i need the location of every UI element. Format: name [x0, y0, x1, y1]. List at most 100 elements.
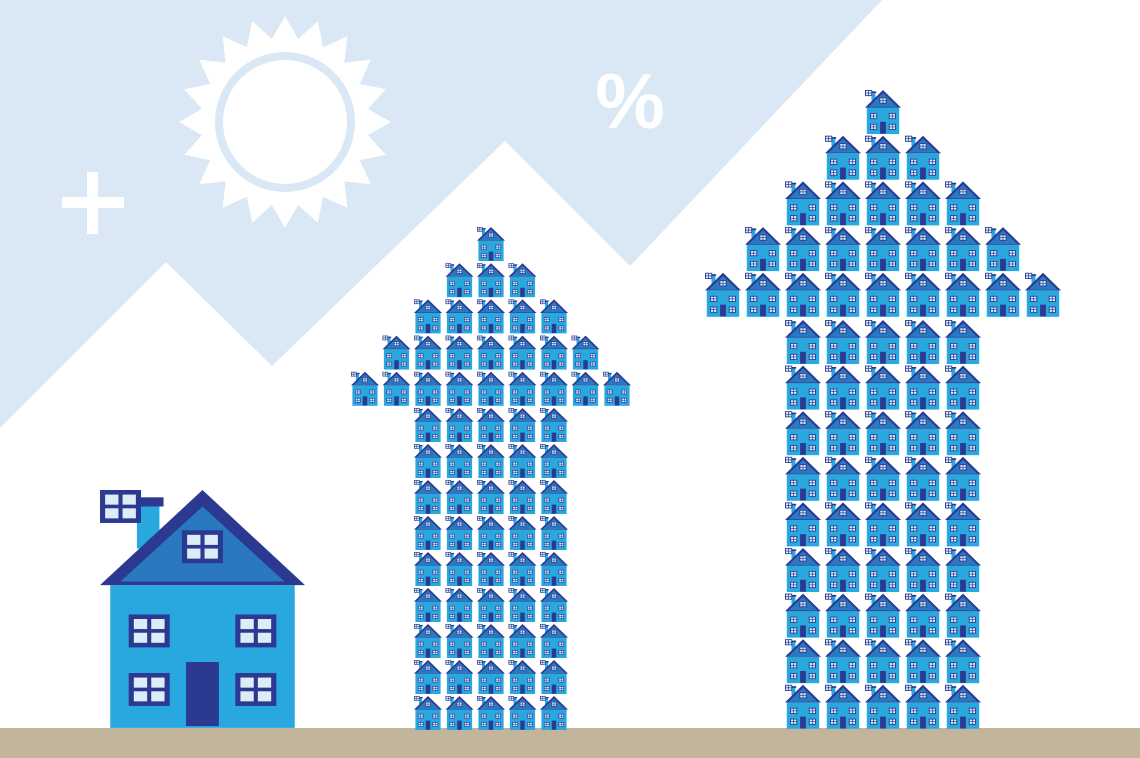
house-icon: [945, 685, 981, 729]
house-icon: [540, 552, 568, 586]
house-icon: [785, 366, 821, 410]
house-icon: [865, 548, 901, 592]
house-icon: [745, 273, 781, 317]
plus-icon: [62, 172, 124, 234]
house-icon: [509, 624, 537, 658]
house-icon: [540, 336, 568, 370]
house-icon: [509, 299, 537, 333]
house-icon: [446, 516, 474, 550]
house-icon: [865, 685, 901, 729]
house-icon: [785, 639, 821, 683]
house-icon: [905, 181, 941, 225]
house-icon: [985, 273, 1021, 317]
sky-mountains: [0, 0, 882, 428]
house-icon: [414, 336, 442, 370]
house-icon: [865, 594, 901, 638]
house-icon: [414, 408, 442, 442]
house-icon: [745, 227, 781, 271]
house-icon: [905, 320, 941, 364]
house-icon: [603, 372, 631, 406]
house-icon: [477, 372, 505, 406]
house-icon: [945, 639, 981, 683]
house-icon: [477, 480, 505, 514]
house-icon: [945, 594, 981, 638]
house-icon: [945, 320, 981, 364]
house-icon: [383, 372, 411, 406]
house-icon: [785, 685, 821, 729]
house-icon: [477, 624, 505, 658]
house-icon: [825, 502, 861, 546]
house-icon: [509, 660, 537, 694]
house-icon: [446, 299, 474, 333]
house-icon: [865, 136, 901, 180]
sun-icon: [179, 16, 391, 228]
house-icon: [945, 273, 981, 317]
house-icon: [785, 502, 821, 546]
house-icon: [509, 408, 537, 442]
house-icon: [540, 444, 568, 478]
house-icon: [825, 136, 861, 180]
house-icon: [945, 181, 981, 225]
house-icon: [825, 227, 861, 271]
house-icon: [477, 408, 505, 442]
house-icon: [705, 273, 741, 317]
house-icon: [865, 227, 901, 271]
house-icon: [985, 227, 1021, 271]
house-icon: [414, 660, 442, 694]
house-icon: [825, 639, 861, 683]
house-icon: [825, 411, 861, 455]
large-arrow: [705, 90, 1061, 729]
house-icon: [945, 411, 981, 455]
house-icon: [414, 444, 442, 478]
house-icon: [540, 480, 568, 514]
house-icon: [785, 320, 821, 364]
small-arrow: [351, 227, 631, 730]
house-icon: [383, 336, 411, 370]
house-icon: [540, 696, 568, 730]
house-icon: [477, 516, 505, 550]
house-icon: [446, 624, 474, 658]
house-icon: [509, 516, 537, 550]
house-icon: [477, 227, 505, 261]
house-icon: [540, 660, 568, 694]
house-icon: [540, 516, 568, 550]
house-icon: [509, 480, 537, 514]
house-icon: [905, 457, 941, 501]
house-icon: [477, 336, 505, 370]
house-icon: [865, 320, 901, 364]
ground: [0, 728, 1140, 758]
house-icon: [414, 372, 442, 406]
house-icon: [446, 588, 474, 622]
house-icon: [509, 263, 537, 297]
house-icon: [945, 366, 981, 410]
house-icon: [825, 457, 861, 501]
house-icon: [414, 624, 442, 658]
house-icon: [905, 685, 941, 729]
house-icon: [477, 588, 505, 622]
house-icon: [509, 552, 537, 586]
house-icon: [905, 273, 941, 317]
house-icon: [509, 588, 537, 622]
house-icon: [825, 273, 861, 317]
percent-icon: %: [595, 57, 664, 145]
house-icon: [825, 685, 861, 729]
house-icon: [477, 444, 505, 478]
house-icon: [865, 502, 901, 546]
large-house-icon: [100, 490, 305, 728]
house-icon: [825, 594, 861, 638]
house-icon: [905, 502, 941, 546]
house-icon: [825, 548, 861, 592]
house-icon: [785, 273, 821, 317]
house-icon: [945, 548, 981, 592]
house-icon: [945, 502, 981, 546]
house-icon: [905, 548, 941, 592]
house-icon: [446, 660, 474, 694]
house-icon: [540, 624, 568, 658]
house-icon: [446, 552, 474, 586]
house-icon: [905, 227, 941, 271]
house-icon: [785, 411, 821, 455]
house-icon: [865, 639, 901, 683]
house-icon: [414, 299, 442, 333]
house-icon: [446, 263, 474, 297]
